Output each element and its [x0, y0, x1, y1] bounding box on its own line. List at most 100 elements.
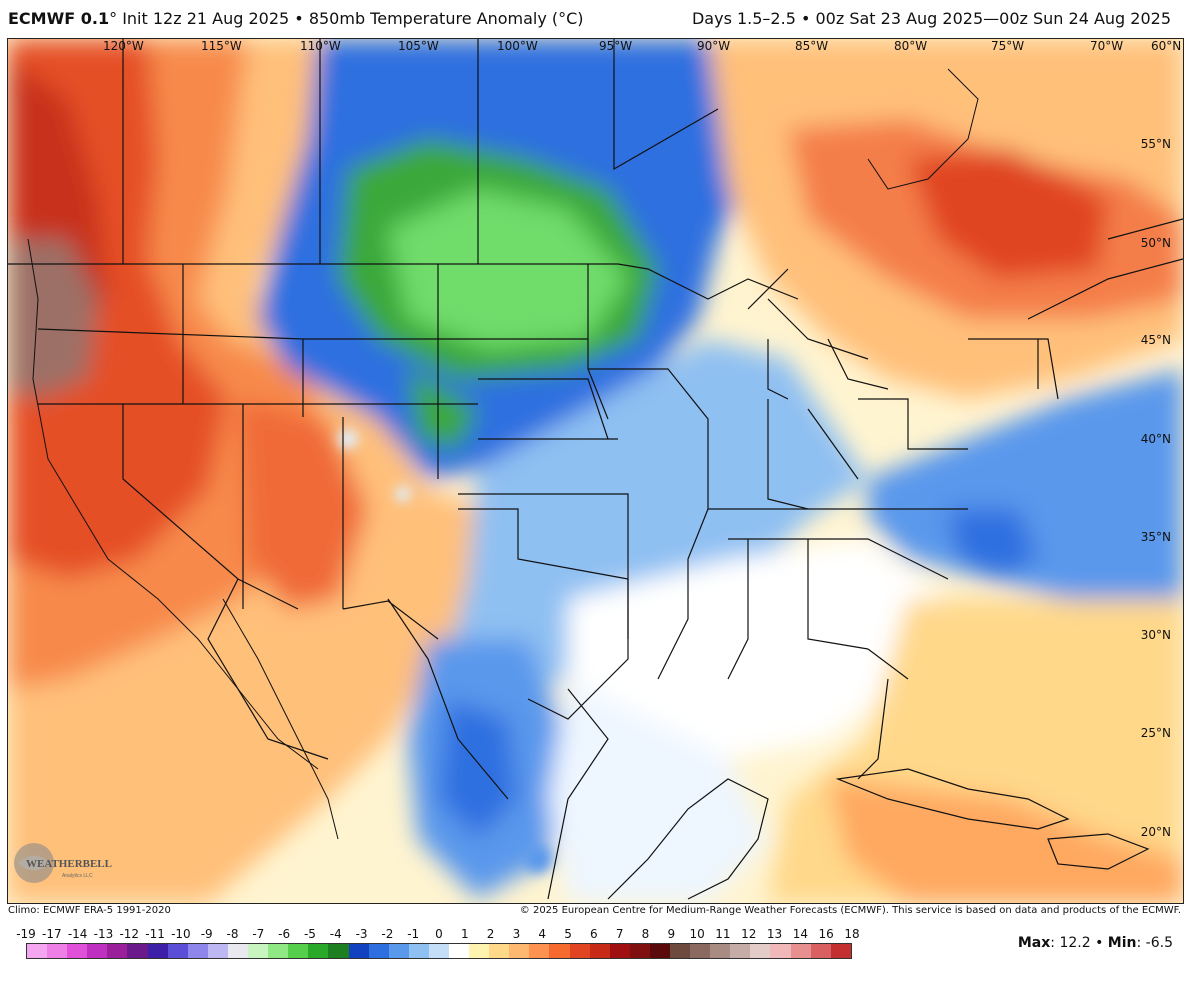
scale-swatch	[328, 944, 349, 958]
lon-label-115w: 115°W	[201, 39, 242, 53]
lon-label-85w: 85°W	[795, 39, 829, 53]
scale-swatch	[790, 944, 811, 958]
scale-label: 2	[486, 927, 495, 941]
lon-label-105w: 105°W	[398, 39, 439, 53]
scale-label: -6	[278, 927, 291, 941]
scale-label: -9	[200, 927, 213, 941]
logo-graphic: WEATHERBELL Analytics LLC	[14, 843, 112, 883]
lon-label-110w: 110°W	[300, 39, 341, 53]
init-time: Init 12z 21 Aug 2025	[122, 9, 290, 28]
lat-label-30n: 30°N	[1140, 628, 1171, 642]
max-label: Max	[1017, 935, 1051, 951]
scale-swatch	[268, 944, 289, 958]
scale-swatch	[227, 944, 249, 958]
scale-swatch	[47, 944, 68, 958]
scale-swatch	[810, 944, 831, 958]
lon-label-95w: 95°W	[599, 39, 633, 53]
scale-swatch	[428, 944, 449, 958]
scale-label: 3	[512, 927, 521, 941]
scale-label: 12	[741, 927, 757, 941]
scale-label: 9	[667, 927, 676, 941]
lat-label-45n: 45°N	[1140, 333, 1171, 347]
scale-swatch	[248, 944, 269, 958]
scale-label: -2	[381, 927, 394, 941]
scale-swatch	[87, 944, 108, 958]
lat-label-40n: 40°N	[1140, 432, 1171, 446]
scale-swatch	[388, 944, 409, 958]
scale-swatch	[207, 944, 228, 958]
scale-label: -7	[252, 927, 265, 941]
scale-label: 6	[590, 927, 598, 941]
lon-label-90w: 90°W	[697, 39, 731, 53]
lat-label-25n: 25°N	[1140, 726, 1171, 740]
map-title: ECMWF 0.1° Init 12z 21 Aug 2025 • 850mb …	[8, 9, 584, 28]
lon-label-80w: 80°W	[894, 39, 928, 53]
scale-label: 11	[715, 927, 731, 941]
color-scale: -19 -17 -14 -13 -12 -11 -10 -9 -8 -7 -6 -5 -4 -3 -2 -1 0…	[16, 927, 860, 959]
scale-swatch	[368, 944, 389, 958]
lat-label-55n: 55°N	[1140, 137, 1171, 151]
scale-swatch	[469, 944, 490, 958]
scale-label: -1	[407, 927, 420, 941]
scale-swatch	[509, 944, 530, 958]
scale-label: -10	[171, 927, 191, 941]
anomaly-fill	[8, 39, 1183, 903]
max-min-readout: Max: 12.2 • Min: -6.5	[1017, 935, 1173, 951]
scale-label: 1	[460, 927, 469, 941]
scale-swatch	[107, 944, 128, 958]
min-label: Min	[1107, 935, 1137, 951]
coastlines	[27, 68, 979, 840]
scale-label: 14	[792, 927, 809, 941]
scale-swatch	[489, 944, 510, 958]
scale-swatch	[670, 944, 691, 958]
scale-swatch	[348, 944, 369, 958]
logo-text: WEATHERBELL	[26, 858, 112, 870]
valid-time: Days 1.5–2.5 • 00z Sat 23 Aug 2025—00z S…	[691, 9, 1171, 28]
scale-label: -12	[119, 927, 140, 941]
lat-label-50n: 50°N	[1140, 236, 1171, 250]
title-separator: •	[294, 9, 304, 28]
scale-swatch	[167, 944, 188, 958]
scale-label: -17	[42, 927, 62, 941]
scale-swatch	[529, 944, 550, 958]
scale-swatch	[127, 944, 148, 958]
scale-label: -14	[67, 927, 88, 941]
lon-label-120w: 120°W	[103, 39, 144, 53]
state-boundaries	[8, 39, 1183, 900]
scale-swatch	[569, 944, 590, 958]
scale-swatch	[609, 944, 630, 958]
scale-swatch	[830, 944, 851, 958]
weatherbell-logo: WEATHERBELL Analytics LLC	[12, 838, 112, 888]
scale-label: 18	[844, 927, 860, 941]
scale-swatch	[589, 944, 610, 958]
lon-label-75w: 75°W	[991, 39, 1025, 53]
scale-swatch	[730, 944, 751, 958]
scale-label: 4	[538, 927, 547, 941]
scale-swatch	[710, 944, 731, 958]
scale-label: 8	[641, 927, 650, 941]
scale-swatch	[67, 944, 88, 958]
logo-subtext: Analytics LLC	[62, 873, 93, 879]
scale-label: 7	[615, 927, 624, 941]
lon-label-100w: 100°W	[497, 39, 538, 53]
scale-label: -8	[226, 927, 239, 941]
scale-label: -13	[93, 927, 114, 941]
model-degree: °	[109, 9, 118, 28]
scale-swatch	[308, 944, 329, 958]
map-canvas	[8, 39, 1183, 903]
scale-swatch	[448, 944, 470, 958]
scale-label: -4	[329, 927, 342, 941]
copyright-note: © 2025 European Centre for Medium-Range …	[519, 905, 1181, 916]
max-value: 12.2	[1059, 935, 1091, 951]
scale-label: -5	[303, 927, 316, 941]
scale-label: -11	[145, 927, 165, 941]
scale-swatch	[288, 944, 309, 958]
scale-swatch	[629, 944, 650, 958]
scale-swatch	[187, 944, 208, 958]
scale-labels: -19 -17 -14 -13 -12 -11 -10 -9 -8 -7 -6 -5 -4 -3 -2 -1 0…	[16, 927, 859, 943]
scale-bar	[26, 943, 852, 959]
field-name: 850mb Temperature Anomaly (°C)	[308, 9, 584, 28]
scale-swatch	[750, 944, 771, 958]
scale-swatch	[690, 944, 711, 958]
scale-label: -19	[16, 927, 36, 941]
